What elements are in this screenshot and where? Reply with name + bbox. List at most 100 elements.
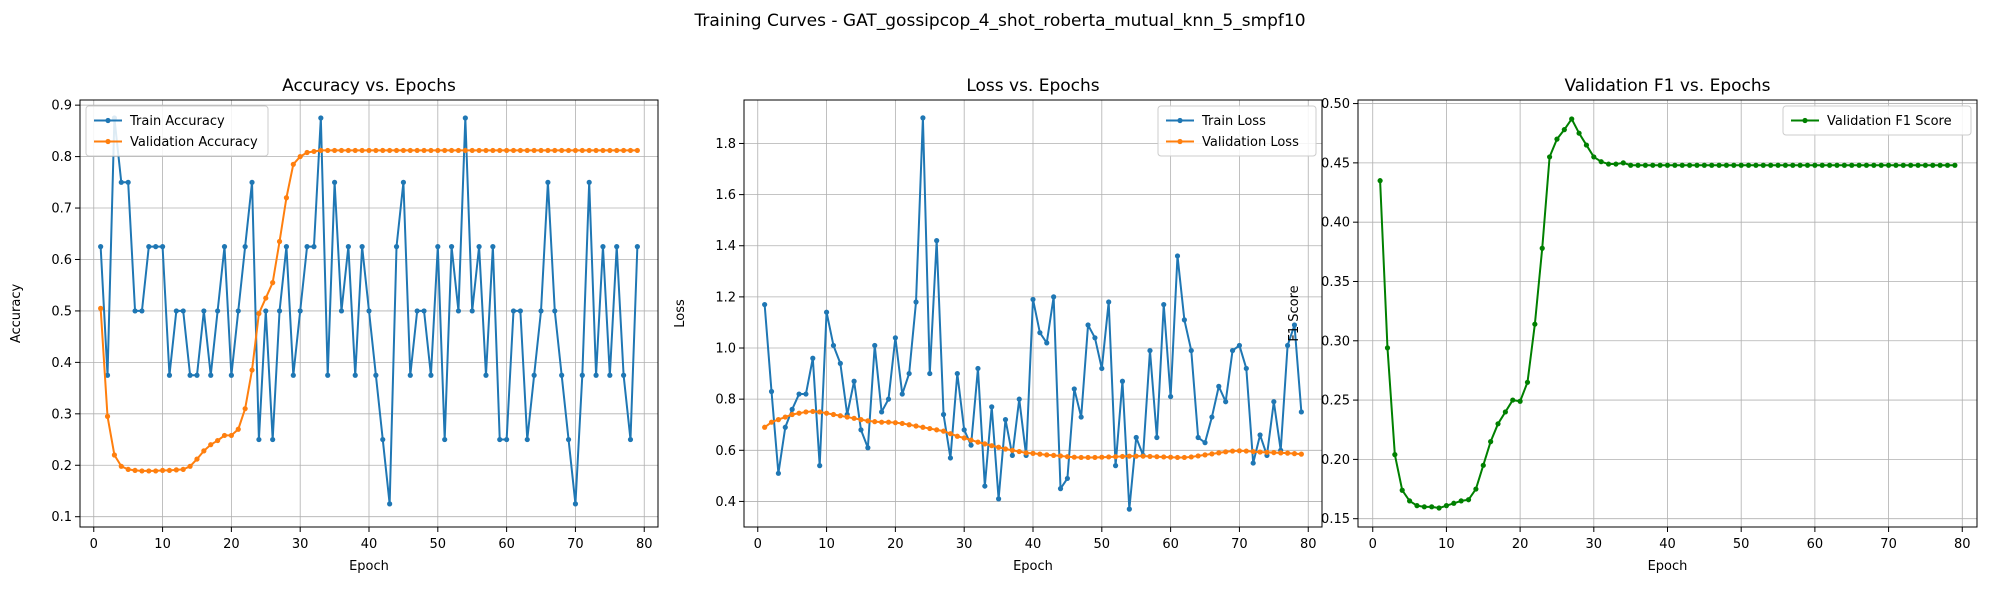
x-tick-label: 40	[361, 537, 378, 552]
data-point	[187, 372, 193, 378]
data-point	[620, 372, 627, 378]
data-point	[1488, 439, 1494, 445]
data-point	[940, 428, 947, 434]
x-tick-label: 10	[154, 537, 171, 552]
data-point	[1546, 154, 1553, 160]
data-point	[775, 417, 782, 423]
data-point	[1009, 447, 1015, 453]
data-point	[1539, 245, 1545, 251]
data-point	[947, 431, 954, 437]
legend-swatch-marker	[105, 117, 111, 124]
data-point	[823, 410, 830, 416]
data-point	[1421, 504, 1427, 510]
data-point	[1133, 453, 1139, 459]
data-point	[634, 147, 640, 154]
data-point	[627, 436, 634, 443]
data-point	[311, 148, 317, 155]
data-point	[1119, 378, 1126, 384]
data-point	[504, 147, 510, 154]
data-point	[98, 244, 104, 250]
data-point	[906, 370, 912, 377]
y-tick-label: 0.30	[1321, 334, 1350, 349]
data-point	[885, 419, 892, 425]
data-point	[1406, 498, 1413, 504]
data-point	[782, 424, 788, 430]
legend-label: Validation Accuracy	[130, 135, 258, 150]
data-point	[407, 147, 413, 154]
data-point	[1731, 162, 1737, 168]
data-point	[837, 413, 843, 419]
data-point	[1532, 321, 1538, 327]
data-point	[242, 406, 248, 412]
data-point	[1044, 340, 1050, 346]
data-point	[476, 244, 482, 250]
x-tick-label: 0	[1369, 537, 1377, 552]
legend: Train Loss Validation Loss	[1157, 105, 1317, 157]
data-point	[1209, 451, 1215, 457]
data-point	[421, 308, 427, 314]
data-point	[614, 147, 620, 154]
data-point	[1664, 162, 1671, 168]
data-point	[469, 147, 475, 154]
data-point	[476, 147, 482, 154]
data-point	[865, 418, 871, 424]
data-point	[1900, 162, 1906, 168]
data-point	[837, 360, 843, 366]
data-point	[1092, 335, 1098, 341]
data-point	[899, 391, 905, 397]
data-point	[1092, 454, 1098, 461]
data-point	[1768, 162, 1774, 168]
data-point	[545, 147, 551, 154]
data-point	[1834, 162, 1840, 168]
y-tick-label: 1.6	[715, 188, 736, 203]
chart-panel-1: Accuracy vs. Epochs 0 10 20 30 40 50 60 70 80 0.1 0…	[9, 76, 659, 574]
data-point	[104, 372, 111, 378]
data-point	[373, 372, 379, 378]
y-tick-label: 1.0	[715, 342, 736, 357]
data-point	[428, 372, 434, 378]
data-point	[982, 441, 988, 447]
data-point	[1709, 162, 1715, 168]
data-point	[1078, 414, 1084, 420]
data-point	[290, 161, 296, 167]
data-point	[1023, 450, 1029, 456]
data-point	[407, 372, 413, 378]
data-point	[1628, 162, 1634, 168]
data-point	[851, 378, 857, 384]
chart-title: Loss vs. Epochs	[966, 76, 1099, 96]
data-point	[297, 153, 303, 160]
data-point	[1922, 162, 1929, 168]
data-point	[810, 355, 816, 361]
data-point	[586, 147, 592, 154]
x-tick-label: 30	[292, 537, 309, 552]
data-point	[1561, 127, 1567, 133]
data-point	[961, 427, 967, 433]
data-point	[1099, 454, 1105, 460]
data-point	[1037, 330, 1043, 336]
data-point	[559, 147, 565, 154]
data-point	[469, 308, 475, 314]
y-tick-label: 0.1	[51, 510, 72, 525]
data-point	[1154, 434, 1160, 441]
data-point	[435, 147, 441, 154]
data-point	[545, 179, 551, 185]
data-point	[1174, 454, 1181, 461]
data-point	[270, 436, 276, 443]
data-point	[1250, 460, 1256, 466]
data-point	[1284, 450, 1291, 456]
data-point	[1051, 452, 1057, 459]
plot-area-frame	[743, 99, 1323, 528]
data-point	[1037, 451, 1043, 457]
plot-area-frame	[79, 99, 659, 528]
data-point	[338, 308, 345, 314]
data-point	[600, 147, 606, 154]
data-point	[975, 439, 981, 445]
data-point	[940, 411, 947, 418]
data-point	[414, 147, 420, 154]
data-point	[1298, 451, 1304, 457]
data-point	[1819, 162, 1825, 168]
data-point	[1291, 451, 1298, 457]
x-tick-label: 50	[1733, 537, 1750, 552]
data-point	[448, 244, 455, 250]
data-point	[1716, 162, 1722, 168]
